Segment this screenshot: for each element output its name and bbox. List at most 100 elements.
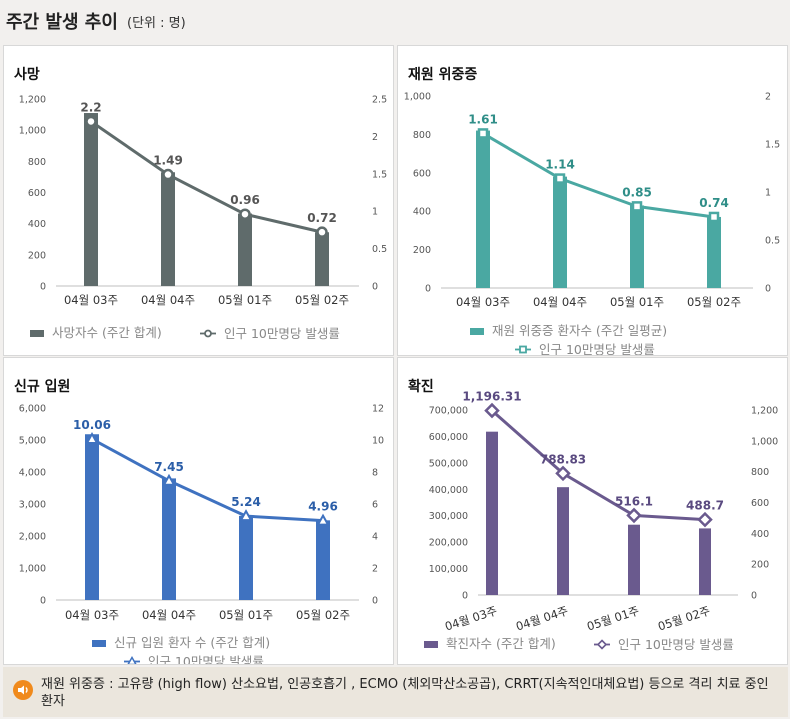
y-tick-label-left: 400 (28, 219, 46, 230)
line-point (626, 507, 642, 524)
y-tick-label-right: 4 (372, 532, 378, 543)
bar (162, 478, 176, 600)
x-tick-label: 05월 02주 (656, 604, 712, 634)
y-tick-label-left: 5,000 (19, 436, 46, 447)
chart-panel-critical: 재원 위중증 0 200 400 600 800 1,000 0 0.5 1 1.5 2 1.61 1.… (397, 45, 788, 356)
chart-panel-deaths: 사망 0 200 400 600 800 1,000 1,200 0 0.5 1 1.5 2 2.5 2.… (3, 45, 394, 356)
panel-title: 신규 입원 (14, 379, 71, 395)
y-tick-label-right: 10 (372, 436, 384, 447)
y-tick-label-right: 0 (765, 284, 771, 295)
line-point (162, 473, 176, 486)
line-point (554, 173, 566, 184)
x-tick-label: 04월 04주 (533, 295, 587, 309)
y-tick-label-left: 0 (462, 591, 468, 602)
bar (85, 434, 99, 600)
y-tick-label-left: 800 (413, 130, 431, 141)
y-tick-label-right: 2.5 (372, 95, 387, 106)
y-tick-label-left: 0 (40, 282, 46, 293)
bar (316, 520, 330, 600)
y-tick-label-left: 700,000 (429, 406, 468, 417)
line-point (239, 509, 253, 522)
y-tick-label-left: 600 (413, 168, 431, 179)
y-tick-label-left: 200,000 (429, 538, 468, 549)
y-tick-label-left: 200 (28, 250, 46, 261)
line-point (484, 402, 500, 419)
y-tick-label-right: 1.5 (372, 169, 387, 180)
x-tick-label: 05월 01주 (585, 604, 641, 634)
y-tick-label-right: 8 (372, 468, 378, 479)
data-label: 10.06 (73, 418, 111, 432)
y-tick-label-left: 400,000 (429, 485, 468, 496)
y-tick-label-right: 0.5 (372, 244, 387, 255)
y-tick-label-left: 0 (40, 596, 46, 607)
x-tick-label: 05월 02주 (295, 293, 349, 307)
y-tick-label-right: 12 (372, 404, 384, 415)
bar (630, 205, 644, 288)
y-tick-label-right: 1 (765, 188, 771, 199)
x-tick-label: 05월 02주 (296, 608, 350, 622)
y-tick-label-right: 200 (751, 560, 769, 571)
bar (699, 528, 711, 595)
bar (628, 524, 640, 595)
y-tick-label-right: 1.5 (765, 140, 780, 151)
legend-swatch-bar (30, 330, 44, 337)
data-label: 1.61 (468, 112, 498, 126)
data-label: 0.74 (699, 196, 729, 210)
y-tick-label-right: 0 (372, 282, 378, 293)
y-tick-label-right: 0 (751, 591, 757, 602)
line-point (555, 465, 571, 482)
x-tick-label: 04월 04주 (142, 608, 196, 622)
data-label: 1.14 (545, 158, 575, 172)
line-point (316, 513, 330, 526)
data-label: 7.45 (154, 460, 184, 474)
data-label: 5.24 (231, 495, 261, 509)
x-tick-label: 04월 04주 (514, 604, 570, 634)
data-label: 1.49 (153, 154, 183, 168)
panel-title: 사망 (14, 67, 40, 83)
panel-title: 확진 (408, 379, 434, 395)
y-tick-label-left: 2,000 (19, 532, 46, 543)
y-tick-label-left: 500,000 (429, 458, 468, 469)
data-label: 2.2 (80, 100, 101, 114)
y-tick-label-left: 200 (413, 245, 431, 256)
x-tick-label: 05월 01주 (219, 608, 273, 622)
line-point (708, 211, 720, 223)
legend-swatch-bar (92, 640, 106, 647)
y-tick-label-left: 400 (413, 207, 431, 218)
y-tick-label-right: 1,000 (751, 436, 778, 447)
y-tick-label-left: 6,000 (19, 404, 46, 415)
x-tick-label: 04월 03주 (65, 608, 119, 622)
legend-label: 인구 10만명당 발생률 (148, 654, 264, 665)
y-tick-label-left: 800 (28, 157, 46, 168)
bar (161, 172, 175, 286)
bar (476, 130, 490, 288)
x-tick-label: 04월 04주 (141, 293, 195, 307)
series-line (491, 409, 706, 522)
bar (315, 232, 329, 286)
bar (707, 216, 721, 288)
bar (553, 176, 567, 288)
legend-label: 신규 입원 환자 수 (주간 합계) (114, 635, 270, 650)
x-tick-label: 05월 01주 (218, 293, 272, 307)
data-label: 516.1 (615, 494, 653, 508)
chart-panel-admissions: 신규 입원 0 1,000 2,000 3,000 4,000 5,000 6,000 0 2 4… (3, 357, 394, 665)
legend-label: 확진자수 (주간 합계) (446, 636, 556, 651)
panel-title: 재원 위중증 (408, 67, 478, 83)
legend-label: 인구 10만명당 발생률 (618, 637, 734, 652)
series-line (482, 132, 715, 219)
bar (486, 431, 498, 595)
bar (238, 213, 252, 286)
line-point (631, 201, 643, 212)
speaker-icon (13, 680, 33, 700)
y-tick-label-left: 300,000 (429, 511, 468, 522)
y-tick-label-right: 2 (372, 564, 378, 575)
y-tick-label-left: 1,000 (19, 564, 46, 575)
page-header: 주간 발생 추이 (단위 : 명) (0, 0, 790, 40)
legend-swatch-bar (470, 328, 484, 335)
chart-svg: 0 200 400 600 800 1,000 1,200 0 0.5 1 1.5 2 2.5 2.2 1.… (19, 95, 387, 342)
y-tick-label-right: 2 (765, 92, 771, 103)
data-label: 1,196.31 (462, 390, 521, 404)
chart-panel-confirmed: 확진 0 100,000 200,000 300,000 400,000 500,000 6… (397, 357, 788, 665)
legend-marker (127, 655, 137, 664)
legend-marker (596, 639, 608, 650)
